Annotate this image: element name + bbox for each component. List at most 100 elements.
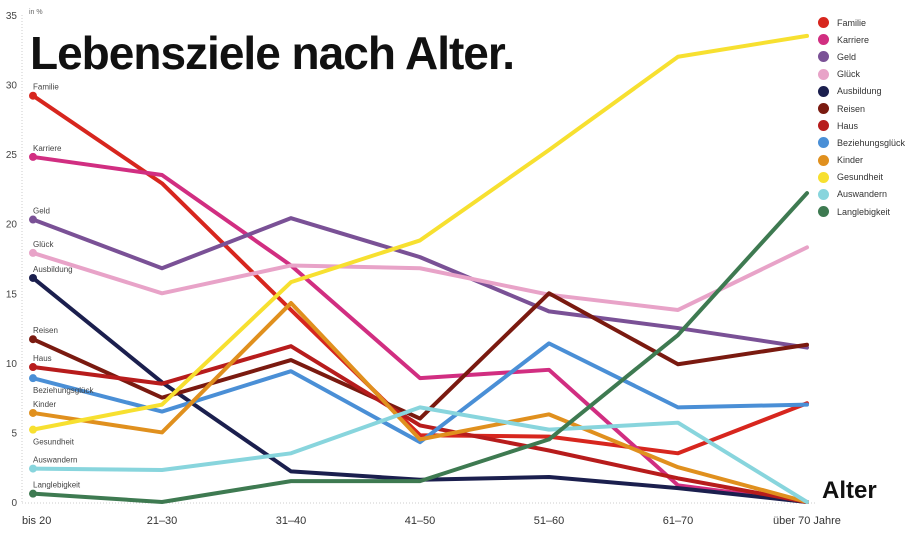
data-point-beziehungsglück (160, 410, 164, 414)
x-tick-label: 31–40 (276, 515, 307, 527)
data-point-beziehungsglück (29, 374, 37, 383)
data-point-ausbildung (29, 273, 37, 282)
legend-label: Langlebigkeit (837, 206, 891, 217)
series-line-karriere (31, 154, 809, 504)
series-label: Langlebigkeit (33, 481, 81, 490)
series-label: Haus (33, 354, 52, 363)
legend-label: Glück (837, 69, 861, 80)
data-point-gesundheit (547, 148, 551, 152)
series-label: Ausbildung (33, 265, 73, 274)
data-point-langlebigkeit (29, 489, 37, 498)
series-line-haus (31, 344, 809, 504)
series-line-kinder (31, 301, 809, 504)
x-tick-label: 51–60 (534, 515, 565, 527)
data-point-ausbildung (676, 486, 680, 490)
legend-item: Kinder (818, 152, 905, 169)
data-point-gesundheit (676, 55, 680, 59)
data-point-langlebigkeit (547, 437, 551, 441)
data-point-kinder (289, 301, 293, 305)
legend-swatch (818, 120, 829, 132)
legend-swatch (818, 154, 829, 166)
legend-label: Familie (837, 17, 867, 28)
legend: Familie Karriere Geld Glück Ausbildung Reisen… (818, 14, 905, 220)
legend-swatch (818, 137, 829, 149)
legend-label: Geld (837, 51, 857, 62)
legend-swatch (818, 34, 829, 46)
legend-label: Karriere (837, 34, 870, 45)
data-point-geld (676, 326, 680, 330)
data-point-haus (289, 344, 293, 348)
legend-item: Ausbildung (818, 83, 905, 100)
legend-item: Karriere (818, 31, 905, 48)
series-label: Kinder (33, 400, 56, 409)
legend-swatch (818, 206, 829, 218)
legend-label: Ausbildung (837, 86, 882, 97)
data-point-familie (29, 91, 37, 100)
series-label: Familie (33, 83, 59, 92)
data-point-familie (160, 181, 164, 185)
x-tick-label: bis 20 (22, 515, 51, 527)
legend-swatch (818, 171, 829, 183)
data-point-beziehungsglück (289, 369, 293, 373)
legend-swatch (818, 85, 829, 97)
data-point-familie (676, 451, 680, 455)
data-point-reisen (29, 335, 37, 344)
series-label: Auswandern (33, 456, 77, 465)
data-point-kinder (676, 465, 680, 469)
legend-swatch (818, 17, 829, 29)
data-point-auswandern (418, 405, 422, 409)
data-point-reisen (418, 417, 422, 421)
data-point-gesundheit (160, 403, 164, 407)
data-point-gesundheit (418, 238, 422, 242)
data-point-geld (418, 255, 422, 259)
data-point-auswandern (29, 464, 37, 473)
legend-item: Auswandern (818, 186, 905, 203)
data-point-glück (289, 263, 293, 267)
data-point-geld (289, 216, 293, 220)
data-point-kinder (29, 408, 37, 417)
legend-item: Haus (818, 117, 905, 134)
data-point-glück (805, 245, 809, 249)
x-axis-title: Alter (822, 477, 877, 504)
data-point-kinder (160, 430, 164, 434)
legend-item: Reisen (818, 100, 905, 117)
legend-swatch (818, 188, 829, 200)
y-tick-label: 25 (6, 150, 18, 161)
y-tick-label: 0 (11, 498, 17, 509)
x-tick-label: 41–50 (405, 515, 436, 527)
data-point-karriere (547, 368, 551, 372)
data-point-gesundheit (289, 280, 293, 284)
y-axis-unit: in % (29, 9, 43, 16)
data-point-auswandern (160, 468, 164, 472)
series-line-familie (31, 93, 809, 456)
x-tick-label: 61–70 (663, 515, 694, 527)
series-label: Reisen (33, 326, 58, 335)
series-line-glück (31, 245, 809, 312)
y-tick-label: 35 (6, 11, 18, 22)
data-point-gesundheit (805, 34, 809, 38)
series-line-geld (31, 216, 809, 350)
y-tick-label: 5 (11, 428, 17, 439)
data-point-reisen (547, 291, 551, 295)
legend-item: Geld (818, 48, 905, 65)
data-point-langlebigkeit (289, 479, 293, 483)
legend-item: Langlebigkeit (818, 203, 905, 220)
data-point-beziehungsglück (805, 403, 809, 407)
series-label: Gesundheit (33, 438, 75, 447)
legend-label: Kinder (837, 155, 864, 166)
legend-item: Beziehungsglück (818, 134, 905, 151)
y-tick-label: 10 (6, 359, 18, 370)
legend-swatch (818, 51, 829, 63)
series-line-gesundheit (31, 33, 809, 432)
chart-title: Lebensziele nach Alter. (30, 27, 515, 79)
data-point-gesundheit (29, 425, 37, 434)
data-point-reisen (805, 343, 809, 347)
legend-label: Beziehungsglück (837, 137, 906, 148)
data-point-auswandern (676, 421, 680, 425)
data-point-ausbildung (547, 475, 551, 479)
y-tick-label: 15 (6, 289, 18, 300)
series-line-reisen (31, 291, 809, 421)
data-point-glück (418, 266, 422, 270)
data-point-kinder (418, 437, 422, 441)
